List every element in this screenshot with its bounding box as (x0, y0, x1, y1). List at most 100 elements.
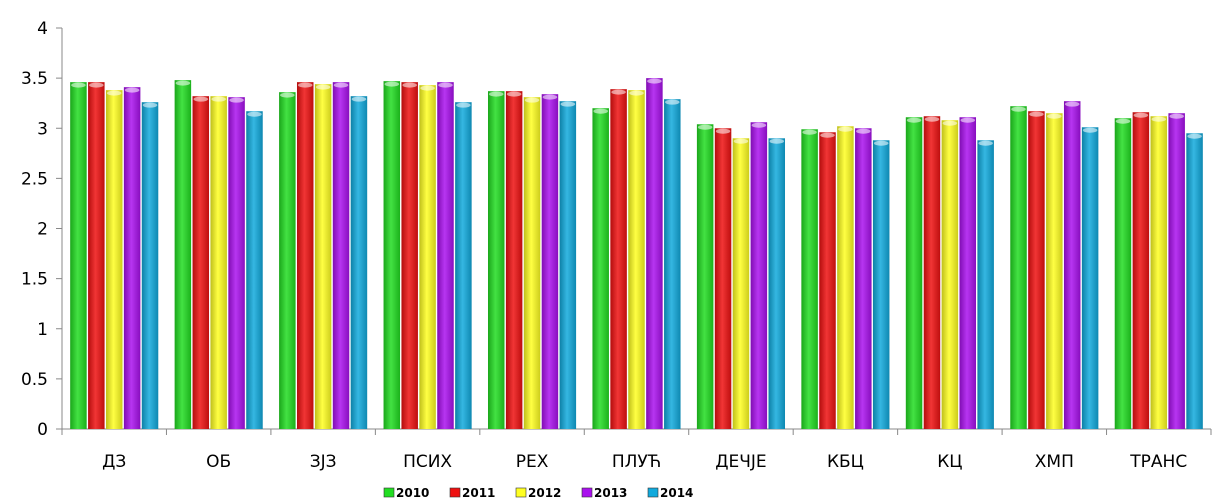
x-tick-label: ТРАНС (1129, 452, 1187, 472)
bar-2011-4 (505, 91, 523, 429)
y-tick-label: 3.5 (21, 69, 48, 89)
bar-2012-5 (628, 90, 645, 429)
bar-2010-0 (70, 82, 87, 429)
bar-cap (488, 91, 504, 97)
bar-2013-1 (228, 97, 245, 430)
legend-swatch-2014 (647, 487, 659, 498)
bar-2010-1 (174, 80, 192, 429)
bar-cap (297, 82, 313, 88)
bar-2012-1 (210, 96, 227, 430)
bar-cap (542, 94, 558, 100)
bar-cap (402, 82, 417, 88)
bar-2013-6 (750, 122, 768, 430)
bar-2011-3 (401, 82, 418, 429)
bar-cap (697, 124, 713, 130)
bar-2013-10 (1168, 113, 1185, 430)
bar-2012-10 (1150, 116, 1168, 429)
bar-2012-4 (523, 97, 541, 430)
bar-2014-10 (1186, 133, 1203, 429)
bar-2011-2 (296, 82, 314, 429)
y-tick-label: 0 (37, 420, 48, 440)
bar-cap (1047, 113, 1062, 119)
bar-cap (960, 117, 976, 123)
bar-cap (611, 89, 626, 95)
bar-cap (629, 90, 644, 96)
x-tick-label: ДЕЧЈЕ (715, 452, 766, 472)
bar-2014-8 (977, 140, 994, 429)
x-tick-label: ХМП (1035, 452, 1074, 472)
bar-2012-7 (837, 126, 854, 430)
y-axis: 0 0.5 1 1.5 2 2.5 3 3.5 4 (21, 19, 63, 440)
bar-cap (71, 82, 86, 88)
bar-cap (524, 97, 540, 103)
bar-cap (560, 101, 576, 107)
bar-2014-3 (455, 102, 472, 429)
x-tick-label: КЦ (937, 452, 962, 472)
bar-cap (856, 128, 871, 134)
bar-2011-1 (192, 96, 210, 430)
legend-label: 2014 (660, 486, 693, 500)
bar-2010-10 (1114, 118, 1132, 429)
bar-2014-2 (350, 96, 368, 430)
bar-cap (751, 122, 767, 128)
bar-cap (1064, 101, 1080, 107)
x-axis: ДЗ ОБ ЗЈЗ ПСИХ РЕХ ПЛУЋ ДЕЧЈЕ КБЦ КЦ ХМП ТРАНС (61, 428, 1212, 472)
y-tick-label: 2.5 (21, 169, 48, 189)
bar-cap (211, 96, 226, 102)
bar-2012-3 (419, 85, 436, 429)
bar-2013-0 (123, 87, 141, 430)
bar-2013-8 (959, 117, 977, 429)
bar-cap (438, 82, 453, 88)
legend-label: 2012 (528, 486, 561, 500)
bar-cap (820, 132, 835, 138)
bar-cap (733, 138, 749, 144)
bar-cap (838, 126, 853, 132)
bar-2014-6 (768, 138, 786, 429)
y-tick-label: 0.5 (21, 370, 48, 390)
bar-cap (1187, 133, 1202, 139)
y-tick-label: 2 (37, 220, 48, 240)
bar-2010-7 (801, 129, 818, 429)
bar-cap (1115, 118, 1131, 124)
bar-2010-9 (1010, 106, 1027, 429)
bar-2012-6 (732, 138, 750, 429)
bar-cap (247, 111, 262, 117)
bar-cap (1133, 112, 1149, 118)
bar-2011-7 (819, 132, 836, 429)
bar-cap (1029, 111, 1044, 117)
x-tick-label: КБЦ (827, 452, 864, 472)
bar-cap (1169, 113, 1184, 119)
bar-2014-5 (664, 99, 681, 430)
bar-cap (315, 84, 331, 90)
bar-2013-7 (855, 128, 872, 429)
bar-cap (229, 97, 244, 103)
bar-2014-0 (141, 102, 159, 429)
bar-2011-10 (1132, 112, 1150, 430)
x-tick-label: ДЗ (102, 452, 126, 472)
legend-label: 2013 (594, 486, 627, 500)
bar-cap (924, 116, 940, 122)
bar-2012-0 (105, 90, 123, 429)
legend-swatch-2013 (581, 487, 593, 498)
bar-2012-9 (1046, 113, 1063, 430)
bar-2012-2 (314, 84, 332, 429)
bar-2011-8 (923, 116, 941, 429)
bar-cap (978, 140, 993, 146)
bar-cap (647, 78, 662, 84)
bar-2012-8 (941, 120, 959, 429)
bar-cap (89, 82, 104, 88)
bar-2014-7 (872, 140, 890, 429)
bar-2010-4 (487, 91, 505, 429)
bar-2011-0 (88, 82, 105, 429)
y-tick-label: 3 (37, 119, 48, 139)
bar-cap (124, 87, 140, 93)
y-tick-label: 1 (37, 320, 48, 340)
bar-cap (593, 108, 608, 114)
bar-2013-3 (437, 82, 454, 429)
bar-cap (420, 85, 435, 91)
legend-swatch-2012 (515, 487, 527, 498)
legend: 2010 2011 2012 2013 2014 (383, 486, 693, 500)
bar-2013-5 (646, 78, 663, 429)
bar-cap (665, 99, 680, 105)
bar-2010-3 (383, 81, 401, 429)
